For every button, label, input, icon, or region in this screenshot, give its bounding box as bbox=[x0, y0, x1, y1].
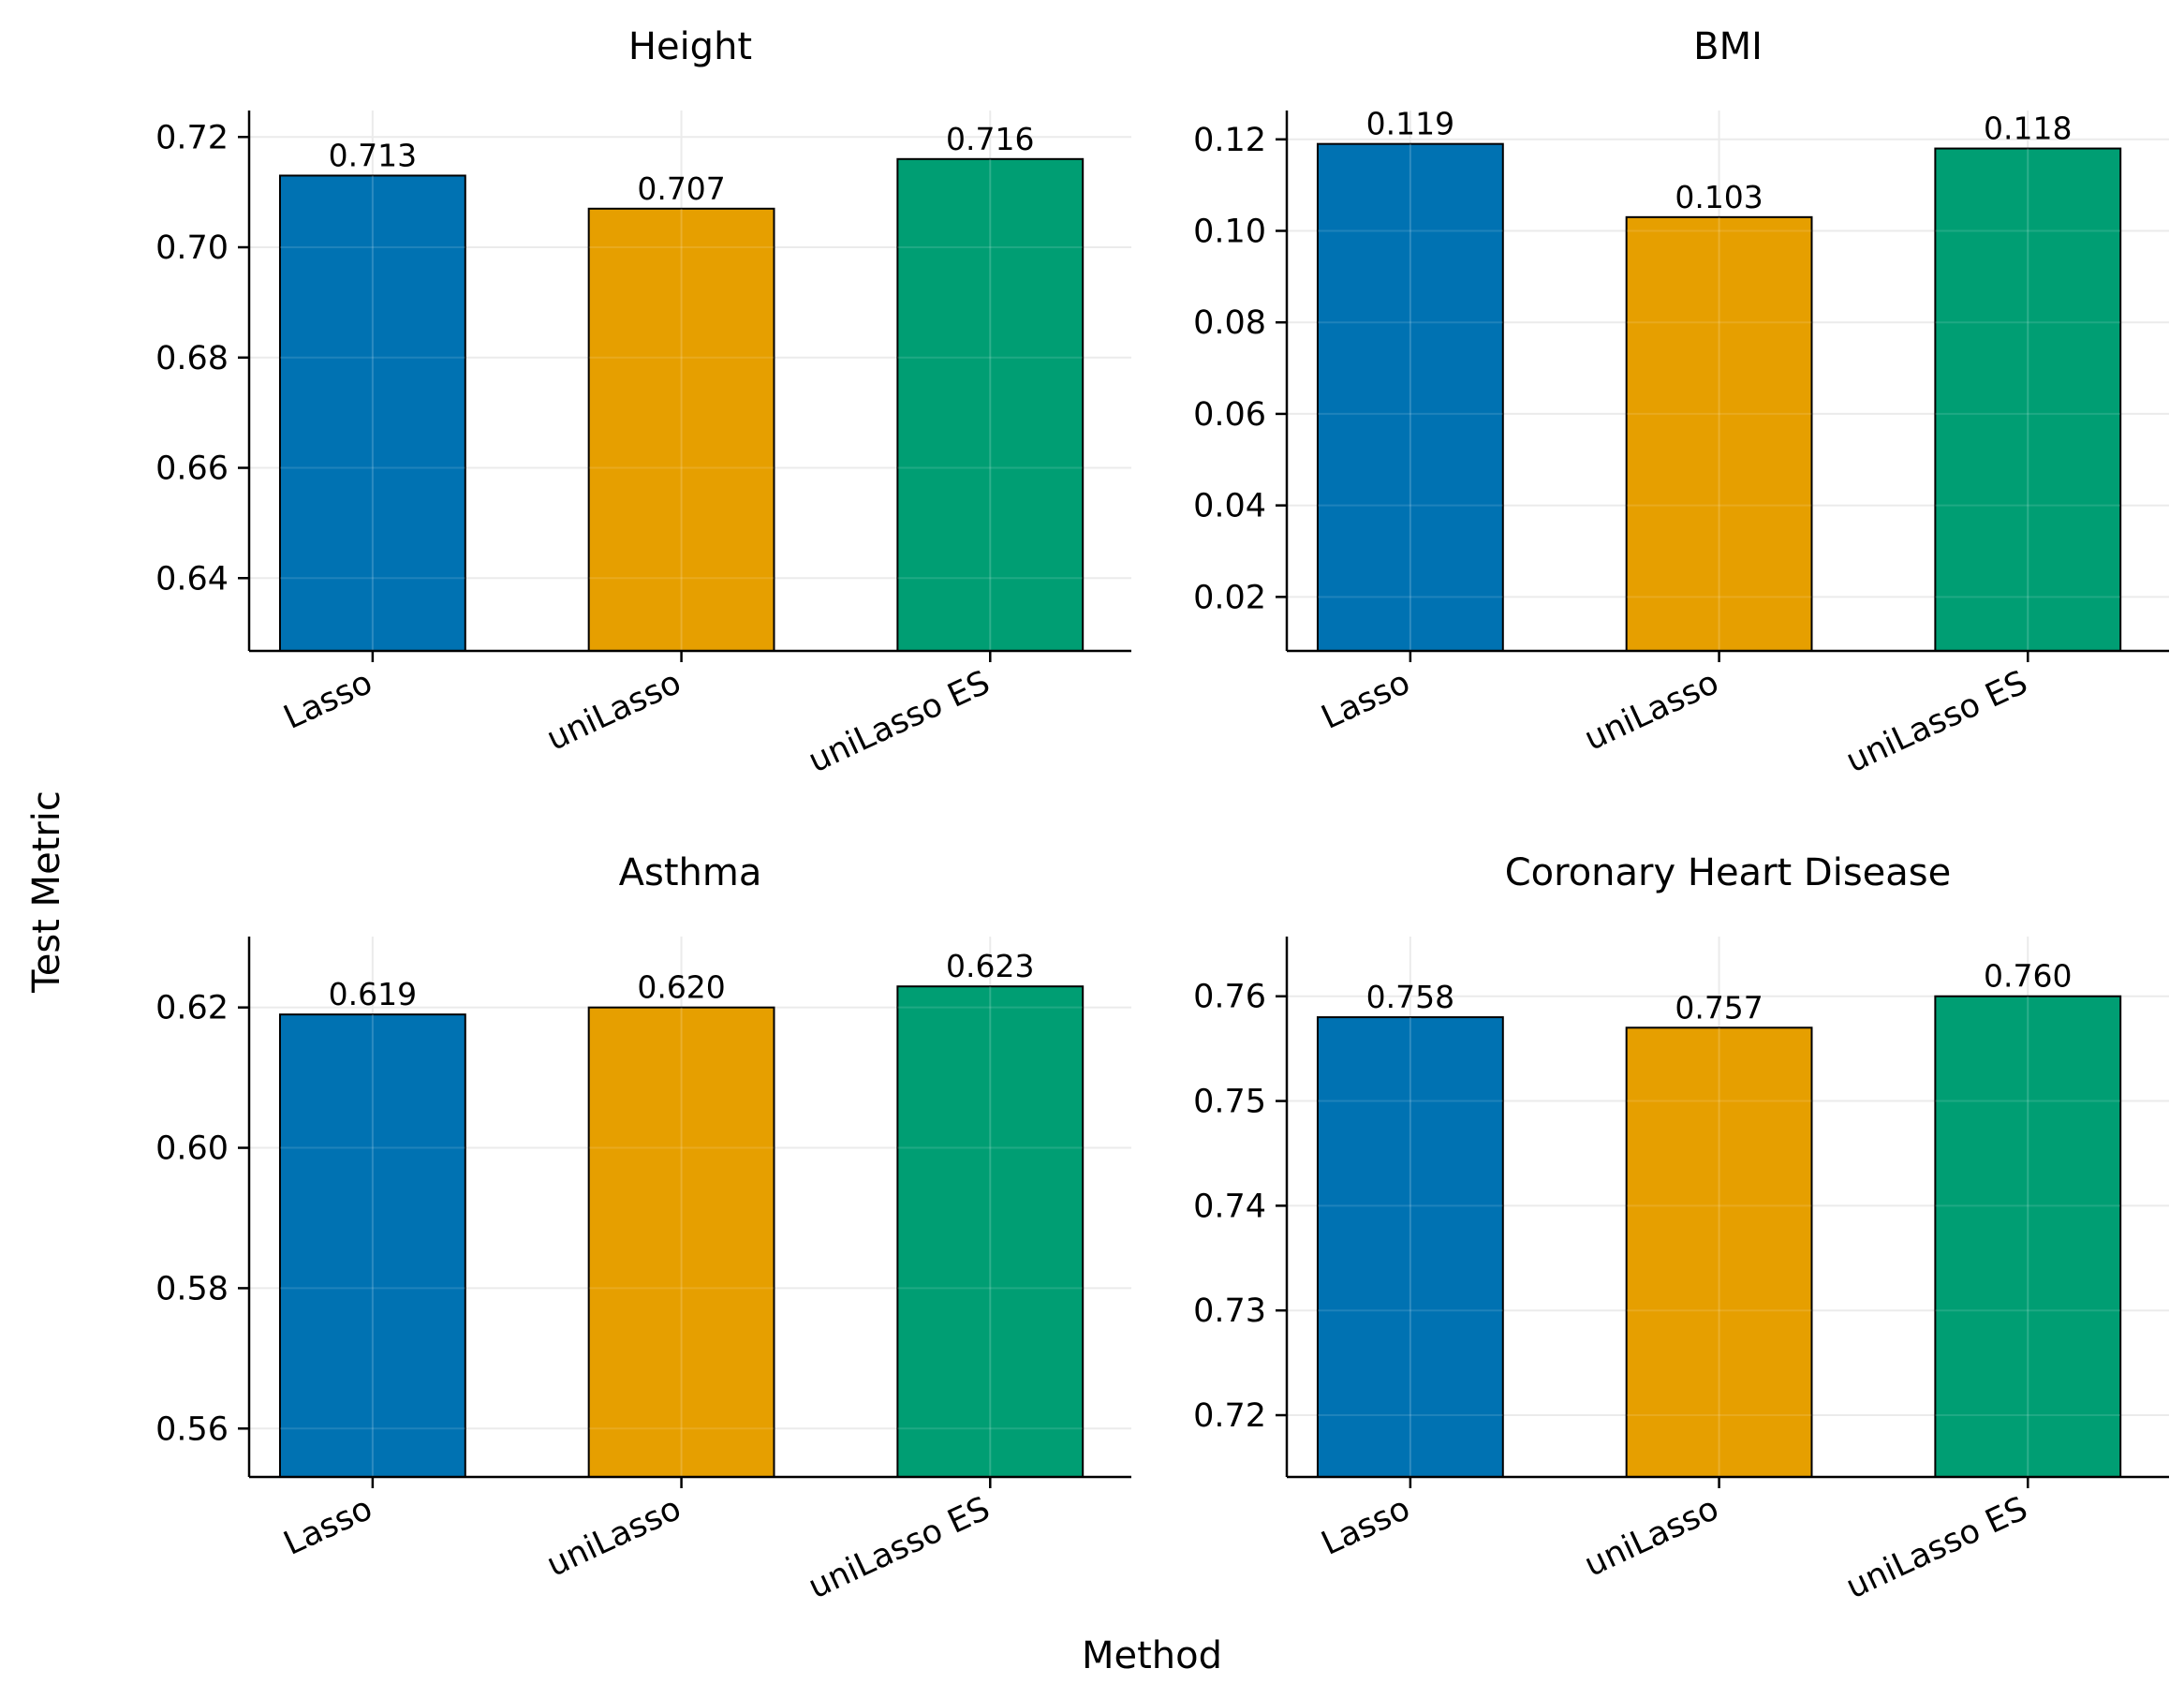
y-tick-label: 0.68 bbox=[155, 340, 229, 377]
bar-value-label: 0.103 bbox=[1675, 179, 1763, 215]
bar-value-label: 0.713 bbox=[329, 137, 417, 173]
y-tick-label: 0.62 bbox=[155, 990, 229, 1027]
x-tick-label: uniLasso ES bbox=[1840, 1490, 2033, 1606]
panel-asthma: Asthma 0.619 0.620 0.623 0.56 0.58 0.60 0.62 Las… bbox=[155, 851, 1131, 1606]
bar-unilasso bbox=[1625, 215, 1813, 652]
panel-coronary-heart-disease: Coronary Heart Disease 0.758 0.757 0.760 0.7… bbox=[1193, 851, 2169, 1606]
bar-value-label: 0.119 bbox=[1366, 106, 1454, 142]
x-tick-label: uniLasso bbox=[1579, 1490, 1724, 1585]
y-tick-label: 0.64 bbox=[155, 560, 229, 598]
figure-xlabel: Method bbox=[1082, 1634, 1222, 1677]
y-tick-label: 0.75 bbox=[1193, 1084, 1266, 1121]
bar-lasso bbox=[1316, 142, 1504, 653]
bar-unilasso-es bbox=[896, 985, 1085, 1478]
bar-unilasso bbox=[587, 1006, 775, 1479]
bar-value-label: 0.623 bbox=[946, 948, 1034, 984]
x-tick-label: uniLasso ES bbox=[803, 1490, 996, 1606]
x-tick-label: uniLasso ES bbox=[803, 664, 996, 780]
bar-unilasso bbox=[1625, 1026, 1813, 1479]
y-tick-label: 0.72 bbox=[155, 119, 229, 156]
panel-title: Height bbox=[628, 25, 752, 68]
y-tick-label: 0.56 bbox=[155, 1410, 229, 1448]
panel-title: BMI bbox=[1693, 25, 1763, 68]
y-tick-label: 0.02 bbox=[1193, 579, 1266, 616]
panel-bmi: BMI 0.119 0.103 0.118 0.02 0.04 0.06 0.08 0.10 0.… bbox=[1193, 25, 2169, 780]
chart-panels: Height 0.713 0.707 0.716 0.64 0.66 0.68 0.70 0.7… bbox=[155, 25, 2169, 1606]
panel-title: Coronary Heart Disease bbox=[1505, 851, 1952, 894]
y-tick-label: 0.12 bbox=[1193, 122, 1266, 159]
panel-height: Height 0.713 0.707 0.716 0.64 0.66 0.68 0.70 0.7… bbox=[155, 25, 1131, 780]
y-tick-label: 0.70 bbox=[155, 229, 229, 267]
bar-unilasso-es bbox=[1934, 147, 2122, 653]
y-tick-label: 0.06 bbox=[1193, 396, 1266, 434]
x-tick-label: uniLasso bbox=[1579, 664, 1724, 759]
y-tick-label: 0.08 bbox=[1193, 304, 1266, 342]
x-tick-label: uniLasso bbox=[541, 1490, 686, 1585]
bar-value-label: 0.620 bbox=[637, 969, 725, 1006]
x-tick-label: Lasso bbox=[1316, 1490, 1415, 1563]
y-tick-label: 0.58 bbox=[155, 1270, 229, 1307]
y-tick-label: 0.74 bbox=[1193, 1188, 1266, 1225]
bar-value-label: 0.760 bbox=[1984, 958, 2072, 995]
panel-title: Asthma bbox=[619, 851, 762, 894]
bar-unilasso-es bbox=[1934, 995, 2122, 1479]
y-tick-label: 0.66 bbox=[155, 450, 229, 488]
bar-value-label: 0.758 bbox=[1366, 979, 1454, 1015]
bar-lasso bbox=[278, 174, 466, 652]
bar-value-label: 0.619 bbox=[329, 976, 417, 1012]
x-tick-label: Lasso bbox=[1316, 664, 1415, 737]
bar-lasso bbox=[278, 1013, 466, 1479]
y-tick-label: 0.73 bbox=[1193, 1292, 1266, 1330]
figure-ylabel: Test Metric bbox=[25, 790, 68, 994]
bar-value-label: 0.757 bbox=[1675, 989, 1763, 1026]
x-tick-label: Lasso bbox=[278, 1490, 377, 1563]
y-tick-label: 0.10 bbox=[1193, 213, 1266, 250]
x-tick-label: Lasso bbox=[278, 664, 377, 737]
y-tick-label: 0.04 bbox=[1193, 488, 1266, 525]
bar-unilasso bbox=[587, 207, 775, 653]
x-tick-label: uniLasso bbox=[541, 664, 686, 759]
bar-value-label: 0.118 bbox=[1984, 111, 2072, 147]
bar-lasso bbox=[1316, 1016, 1504, 1478]
bar-unilasso-es bbox=[896, 157, 1085, 652]
y-tick-label: 0.72 bbox=[1193, 1397, 1266, 1435]
x-tick-label: uniLasso ES bbox=[1840, 664, 2033, 780]
y-tick-label: 0.60 bbox=[155, 1130, 229, 1168]
y-tick-label: 0.76 bbox=[1193, 979, 1266, 1016]
bar-value-label: 0.707 bbox=[637, 170, 725, 207]
bar-value-label: 0.716 bbox=[946, 121, 1034, 157]
